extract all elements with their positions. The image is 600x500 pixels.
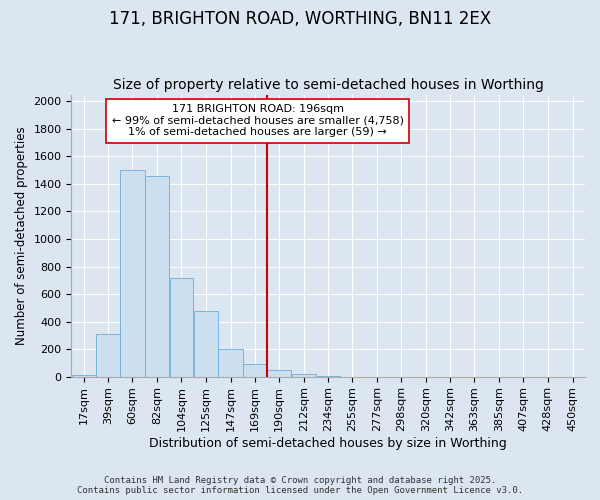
- Bar: [120, 170, 145, 376]
- Title: Size of property relative to semi-detached houses in Worthing: Size of property relative to semi-detach…: [113, 78, 544, 92]
- Text: 171, BRIGHTON ROAD, WORTHING, BN11 2EX: 171, BRIGHTON ROAD, WORTHING, BN11 2EX: [109, 10, 491, 28]
- Bar: [243, 364, 266, 376]
- Bar: [170, 278, 193, 376]
- Bar: [218, 349, 243, 376]
- X-axis label: Distribution of semi-detached houses by size in Worthing: Distribution of semi-detached houses by …: [149, 437, 507, 450]
- Text: 171 BRIGHTON ROAD: 196sqm
← 99% of semi-detached houses are smaller (4,758)
1% o: 171 BRIGHTON ROAD: 196sqm ← 99% of semi-…: [112, 104, 404, 138]
- Bar: [292, 374, 316, 376]
- Bar: [71, 375, 96, 376]
- Text: Contains HM Land Registry data © Crown copyright and database right 2025.
Contai: Contains HM Land Registry data © Crown c…: [77, 476, 523, 495]
- Y-axis label: Number of semi-detached properties: Number of semi-detached properties: [15, 126, 28, 345]
- Bar: [194, 310, 218, 376]
- Bar: [97, 334, 120, 376]
- Bar: [145, 176, 169, 376]
- Bar: [267, 370, 291, 376]
